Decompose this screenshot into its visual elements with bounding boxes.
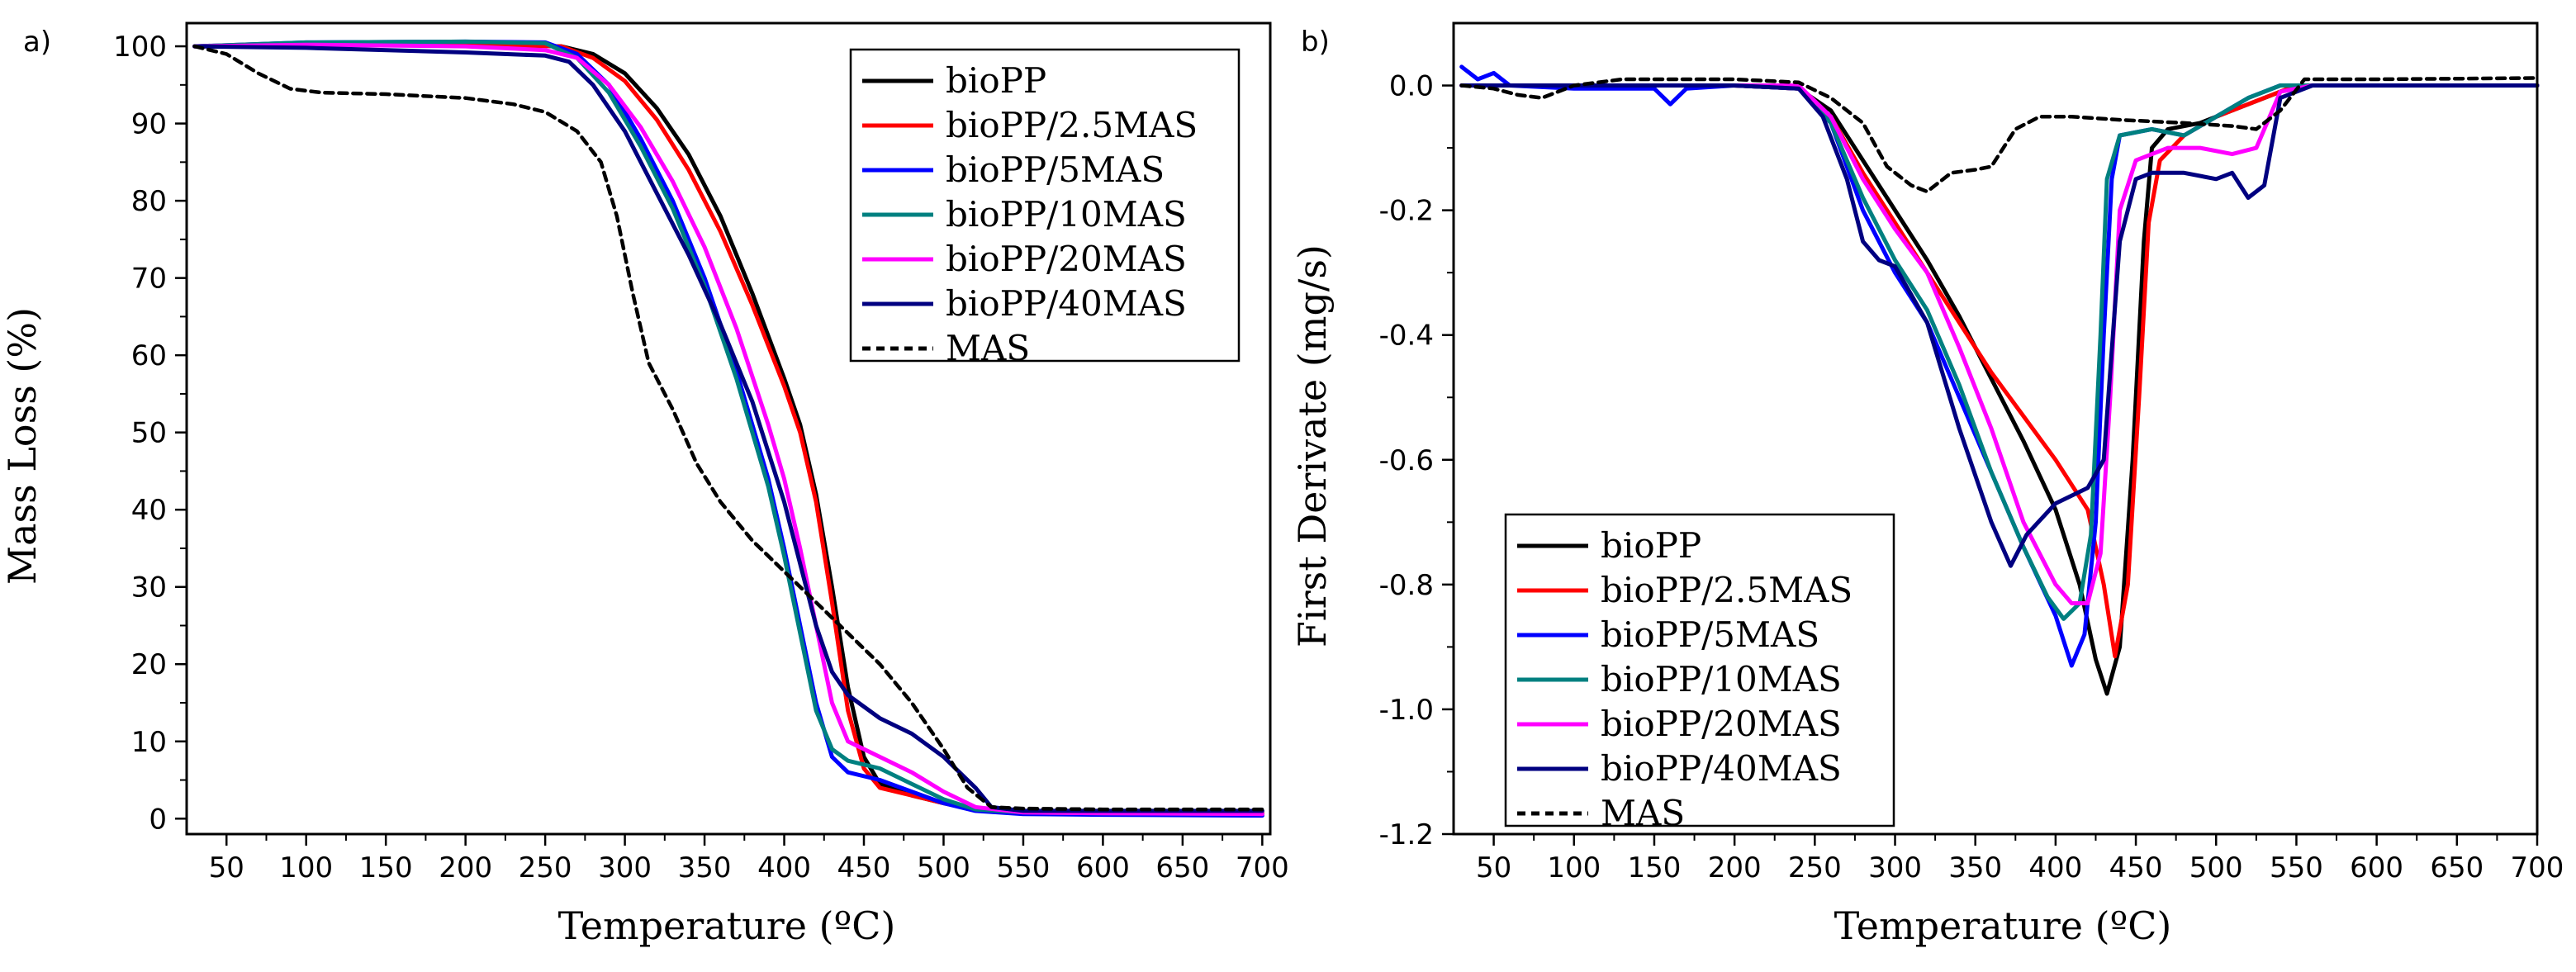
panel-a-x-tick-label: 450 xyxy=(837,851,891,884)
panel-b-y-tick-label: -1.2 xyxy=(1379,818,1434,851)
panel-a-legend-label-biopp-2-5mas: bioPP/2.5MAS xyxy=(946,105,1198,145)
panel-a-series-biopp-10mas xyxy=(192,39,1264,817)
panel-a-legend-label-biopp-40mas: bioPP/40MAS xyxy=(946,283,1187,324)
panel-a-legend-box xyxy=(849,48,1241,363)
panel-b-x-tick-label: 500 xyxy=(2189,851,2243,884)
panel-a-x-tick-label: 700 xyxy=(1236,851,1289,884)
panel-b-label: b) xyxy=(1301,26,1330,59)
panel-b-legend-label-biopp-10mas: bioPP/10MAS xyxy=(1601,659,1842,699)
panel-b-legend-label-biopp-5mas: bioPP/5MAS xyxy=(1601,614,1819,655)
panel-a-y-tick-label: 70 xyxy=(131,263,167,296)
panel-b-series-biopp-20mas xyxy=(1459,83,2540,605)
panel-a-x-tick-label: 150 xyxy=(359,851,413,884)
panel-a-x-tick-label: 250 xyxy=(519,851,572,884)
panel-a-legend-label-biopp: bioPP xyxy=(946,60,1046,101)
panel-b-x-tick-label: 350 xyxy=(1948,851,2002,884)
panel-a-x-tick-label: 100 xyxy=(279,851,333,884)
panel-a-legend-label-mas: MAS xyxy=(946,328,1030,368)
panel-a-y-axis-label: Mass Loss (%) xyxy=(0,307,45,585)
panel-a-plot-frame xyxy=(185,21,1272,836)
panel-a-x-tick-label: 600 xyxy=(1076,851,1130,884)
panel-b-x-tick-label: 100 xyxy=(1547,851,1601,884)
panel-b-series-biopp-40mas xyxy=(1459,83,2540,568)
panel-b-legend-label-biopp-40mas: bioPP/40MAS xyxy=(1601,748,1842,789)
panel-a-label: a) xyxy=(23,26,51,59)
panel-a-series-biopp-20mas xyxy=(192,42,1264,817)
panel-b-legend-label-biopp-20mas: bioPP/20MAS xyxy=(1601,704,1842,744)
panel-a-x-tick-label: 50 xyxy=(209,851,244,884)
panel-b-legend-box xyxy=(1504,513,1895,827)
panel-b-x-tick-label: 600 xyxy=(2350,851,2403,884)
panel-a-y-tick-label: 40 xyxy=(131,494,167,527)
panel-a-x-axis-label: Temperature (ºC) xyxy=(558,903,896,948)
panel-a-y-tick-label: 90 xyxy=(131,108,167,141)
panel-b-plot-frame xyxy=(1452,21,2539,836)
panel-b-y-tick-label: -0.6 xyxy=(1379,444,1434,477)
panel-a-y-tick-label: 0 xyxy=(149,803,167,836)
panel-b-x-tick-label: 400 xyxy=(2028,851,2082,884)
panel-a-legend-label-biopp-10mas: bioPP/10MAS xyxy=(946,194,1187,235)
panel-b-y-tick-label: 0.0 xyxy=(1389,70,1434,103)
panel-a-x-tick-label: 650 xyxy=(1155,851,1209,884)
panel-b-x-tick-label: 250 xyxy=(1788,851,1842,884)
panel-b-y-tick-label: -0.4 xyxy=(1379,320,1434,353)
panel-a-x-tick-label: 400 xyxy=(757,851,811,884)
panel-a-y-tick-label: 10 xyxy=(131,726,167,759)
panel-a-series-biopp-40mas xyxy=(192,44,1264,813)
panel-b-x-tick-label: 50 xyxy=(1476,851,1511,884)
panel-b-x-tick-label: 200 xyxy=(1708,851,1762,884)
panel-a-x-tick-label: 550 xyxy=(996,851,1050,884)
panel-a-y-tick-label: 100 xyxy=(113,31,167,64)
panel-b-x-tick-label: 650 xyxy=(2430,851,2483,884)
panel-b-x-tick-label: 700 xyxy=(2511,851,2564,884)
panel-b-legend-label-mas: MAS xyxy=(1601,793,1685,833)
panel-b-derivative: b) First Derivate (mg/s) Temperature (ºC… xyxy=(1290,21,2564,948)
panel-b-legend-label-biopp-2-5mas: bioPP/2.5MAS xyxy=(1601,570,1853,610)
panel-b-y-axis-label: First Derivate (mg/s) xyxy=(1290,244,1335,647)
panel-a-y-tick-label: 60 xyxy=(131,339,167,372)
panel-a-x-tick-label: 500 xyxy=(917,851,970,884)
panel-a-x-tick-label: 200 xyxy=(439,851,492,884)
panel-a-y-tick-label: 50 xyxy=(131,417,167,450)
panel-a-legend-label-biopp-5mas: bioPP/5MAS xyxy=(946,149,1165,190)
panel-a-y-tick-label: 80 xyxy=(131,185,167,218)
panel-a-legend-label-biopp-20mas: bioPP/20MAS xyxy=(946,239,1187,279)
panel-a-series-mas xyxy=(192,44,1264,812)
panel-b-legend-label-biopp: bioPP xyxy=(1601,525,1701,566)
panel-b-y-tick-label: -0.8 xyxy=(1379,569,1434,602)
panel-b-x-tick-label: 150 xyxy=(1628,851,1682,884)
panel-a-y-tick-label: 30 xyxy=(131,571,167,605)
panel-a-legend: bioPPbioPP/2.5MASbioPP/5MASbioPP/10MASbi… xyxy=(849,48,1241,368)
panel-b-series-biopp-10mas xyxy=(1459,83,2540,621)
panel-b-x-tick-label: 300 xyxy=(1868,851,1922,884)
panel-a-x-tick-label: 350 xyxy=(678,851,732,884)
panel-b-x-tick-label: 550 xyxy=(2270,851,2323,884)
panel-a-x-tick-label: 300 xyxy=(598,851,652,884)
panel-a-y-tick-label: 20 xyxy=(131,648,167,681)
panel-b-y-tick-label: -1.0 xyxy=(1379,694,1434,727)
panel-b-series-mas xyxy=(1459,76,2540,194)
panel-b-x-axis-label: Temperature (ºC) xyxy=(1834,903,2172,948)
panel-a-thermogram: a) Mass Loss (%) Temperature (ºC) 50 100 1… xyxy=(0,21,1289,948)
panel-b-x-tick-label: 450 xyxy=(2109,851,2163,884)
panel-b-y-tick-label: -0.2 xyxy=(1379,195,1434,228)
